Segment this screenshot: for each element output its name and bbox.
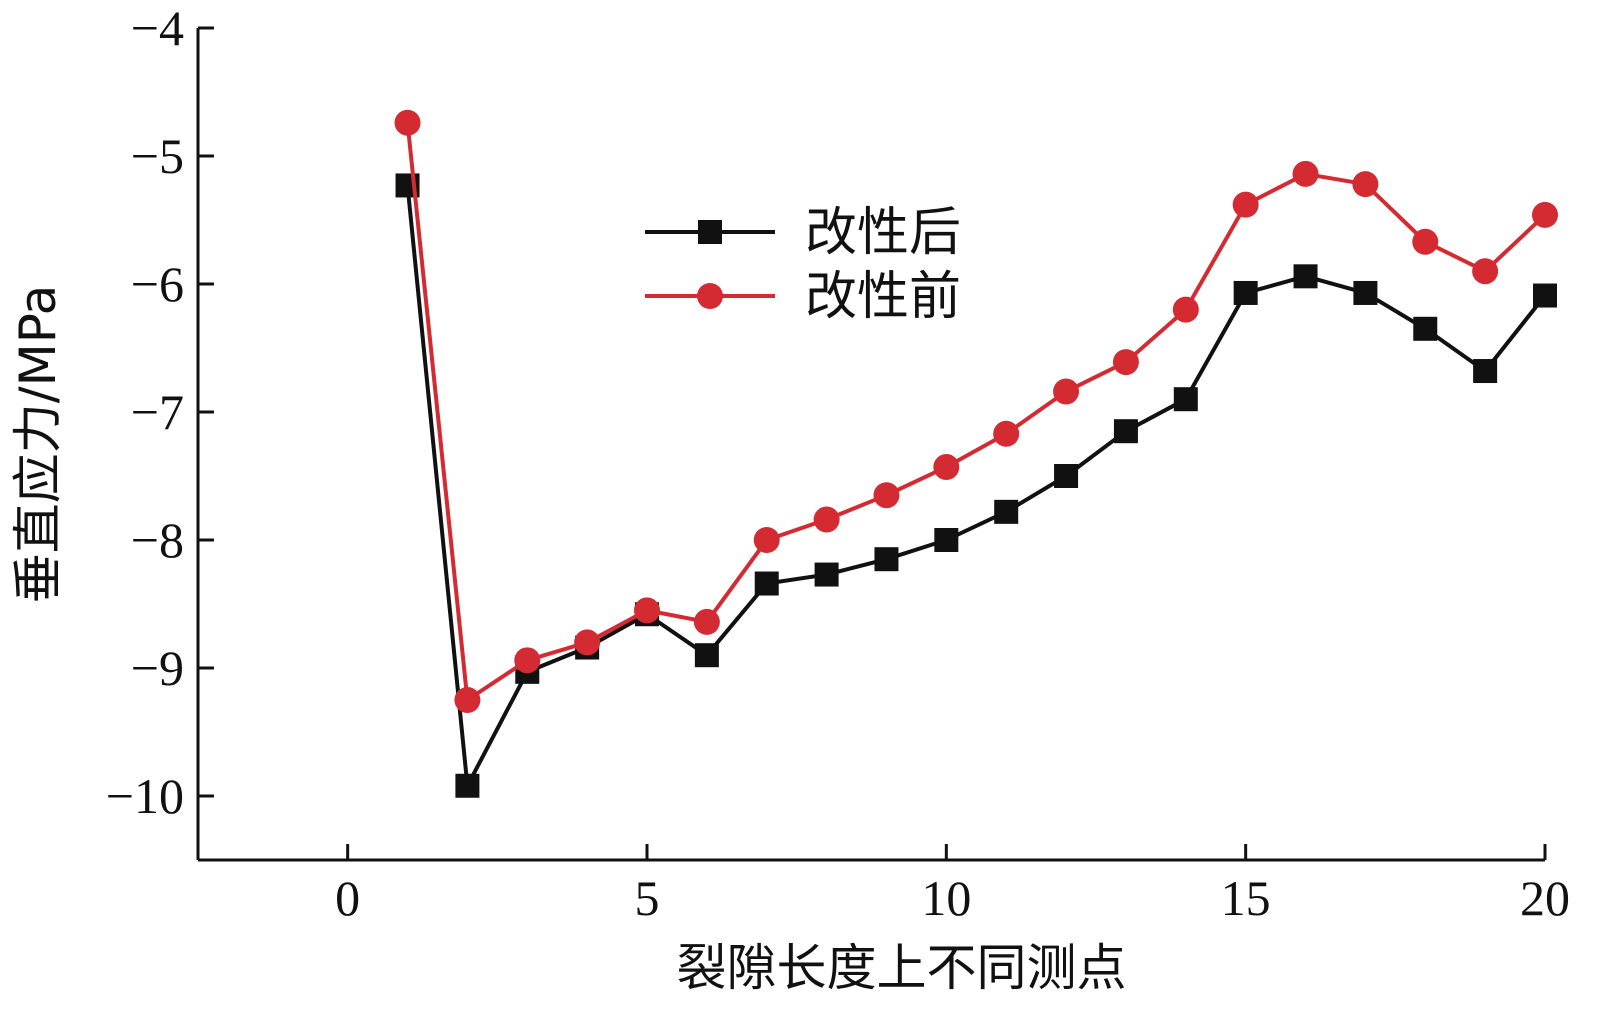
data-point bbox=[455, 773, 480, 798]
data-point bbox=[933, 454, 960, 481]
data-point bbox=[514, 647, 541, 674]
data-point bbox=[1054, 464, 1079, 488]
legend-marker bbox=[698, 220, 722, 244]
data-point bbox=[574, 629, 601, 656]
series-before bbox=[394, 109, 1558, 713]
series-layer bbox=[394, 109, 1558, 798]
legend-marker bbox=[697, 283, 723, 309]
data-point bbox=[873, 482, 900, 509]
series-line bbox=[405, 185, 1547, 788]
data-point bbox=[994, 499, 1019, 524]
series-line bbox=[405, 122, 1547, 702]
data-point bbox=[754, 571, 779, 596]
data-point bbox=[813, 506, 840, 533]
series-after bbox=[395, 173, 1557, 798]
data-point bbox=[1352, 171, 1379, 198]
data-point bbox=[1292, 160, 1319, 187]
legend-item: 改性前 bbox=[645, 267, 961, 327]
data-point bbox=[1172, 296, 1199, 323]
x-tick-label: 0 bbox=[335, 870, 360, 926]
data-point bbox=[993, 420, 1020, 447]
legend-label: 改性后 bbox=[805, 203, 961, 263]
x-tick-label: 5 bbox=[635, 870, 660, 926]
data-point bbox=[1233, 280, 1258, 305]
y-tick-label: −10 bbox=[106, 768, 184, 824]
y-tick-label: −6 bbox=[131, 256, 184, 312]
x-tick-label: 15 bbox=[1221, 870, 1271, 926]
data-point bbox=[634, 597, 660, 624]
y-axis-title: 垂直应力/MPa bbox=[9, 285, 67, 604]
data-point bbox=[1413, 316, 1438, 341]
y-tick-label: −8 bbox=[131, 512, 184, 568]
data-point bbox=[394, 109, 421, 136]
data-point bbox=[1472, 258, 1499, 285]
data-point bbox=[1173, 387, 1198, 412]
data-point bbox=[694, 643, 719, 668]
data-point bbox=[753, 527, 780, 553]
data-point bbox=[1533, 283, 1557, 308]
axes: 0 5 10 15 20 −4 −5 −6 −7 −8 −9 −10 bbox=[106, 0, 1570, 926]
data-point bbox=[1053, 378, 1080, 405]
y-tick-label: −7 bbox=[131, 384, 184, 440]
data-point bbox=[1112, 349, 1139, 376]
y-tick-label: −5 bbox=[131, 128, 184, 184]
data-point bbox=[454, 687, 481, 713]
x-tick-label: 10 bbox=[921, 870, 971, 926]
y-tick-label: −9 bbox=[131, 640, 184, 696]
legend-item: 改性后 bbox=[645, 203, 961, 263]
data-point bbox=[1353, 280, 1378, 305]
data-point bbox=[1293, 264, 1318, 289]
y-tick-label: −4 bbox=[131, 0, 184, 56]
data-point bbox=[814, 562, 839, 587]
data-point bbox=[1113, 419, 1138, 444]
x-tick-label: 20 bbox=[1520, 870, 1570, 926]
data-point bbox=[874, 547, 899, 572]
data-point bbox=[1532, 201, 1558, 228]
legend-label: 改性前 bbox=[805, 267, 961, 327]
data-point bbox=[934, 528, 959, 552]
data-point bbox=[1473, 359, 1498, 384]
x-axis-title: 裂隙长度上不同测点 bbox=[677, 939, 1127, 997]
data-point bbox=[1232, 191, 1259, 218]
data-point bbox=[693, 608, 720, 635]
data-point bbox=[1412, 228, 1439, 255]
